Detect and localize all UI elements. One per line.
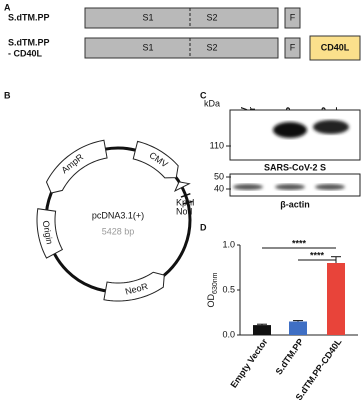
band (275, 184, 305, 190)
blot-label: β-actin (280, 199, 310, 209)
f-box (284, 7, 301, 29)
y-tick-label: 0.5 (222, 284, 235, 294)
cd40l-box (309, 35, 361, 61)
y-axis-label: OD630nm (206, 272, 218, 307)
feature (132, 140, 179, 179)
bar (289, 321, 307, 335)
domain: S1 (142, 12, 153, 22)
site: NotI (176, 206, 193, 216)
feature (103, 271, 165, 302)
x-tick-label: S.dTM.PP (274, 337, 306, 377)
error-bar (257, 323, 267, 326)
y-label: OD (206, 293, 216, 307)
x-tick-label: Empty Vector (228, 336, 269, 389)
panel-label: A (4, 2, 11, 12)
domain: F (290, 42, 296, 52)
band (233, 184, 263, 190)
panel-label: D (200, 222, 207, 232)
domain: CD40L (321, 42, 350, 52)
plasmid-name: pcDNA3.1(+) (92, 210, 144, 220)
sig-label: **** (292, 238, 307, 248)
band (313, 120, 349, 134)
domain: F (290, 12, 296, 22)
domain-box (84, 37, 279, 59)
construct-name: S.dTM.PP (8, 37, 50, 47)
marker-label: 50 (214, 171, 224, 181)
construct-name: S.dTM.PP (8, 12, 50, 22)
unit: kDa (204, 98, 220, 108)
bar (327, 263, 345, 335)
plasmid-size: 5428 bp (102, 226, 135, 236)
blot-label: SARS-CoV-2 S (264, 162, 326, 172)
site: KpnI (176, 197, 195, 207)
domain: S2 (206, 42, 217, 52)
sig-label: **** (310, 250, 325, 260)
marker-label: 110 (210, 140, 224, 150)
f-box (284, 37, 301, 59)
y-tick-label: 0.0 (222, 329, 235, 339)
marker-label: 40 (214, 183, 224, 193)
y-tick-label: 1.0 (222, 239, 235, 249)
construct-name: - CD40L (8, 48, 43, 58)
panel-label: C (200, 90, 207, 100)
band (315, 184, 345, 190)
feature-label: Origin (41, 220, 55, 245)
y-label-sub: 630nm (212, 272, 219, 294)
site-tick (180, 192, 191, 198)
domain: S2 (206, 12, 217, 22)
feature (36, 208, 64, 259)
site-tick (182, 200, 193, 205)
bar (253, 325, 271, 335)
panel-label: B (4, 90, 11, 100)
domain: S1 (142, 42, 153, 52)
marker (173, 181, 191, 193)
band (273, 122, 307, 138)
error-bar (293, 320, 303, 322)
domain-box (84, 7, 279, 29)
feature (45, 139, 108, 194)
